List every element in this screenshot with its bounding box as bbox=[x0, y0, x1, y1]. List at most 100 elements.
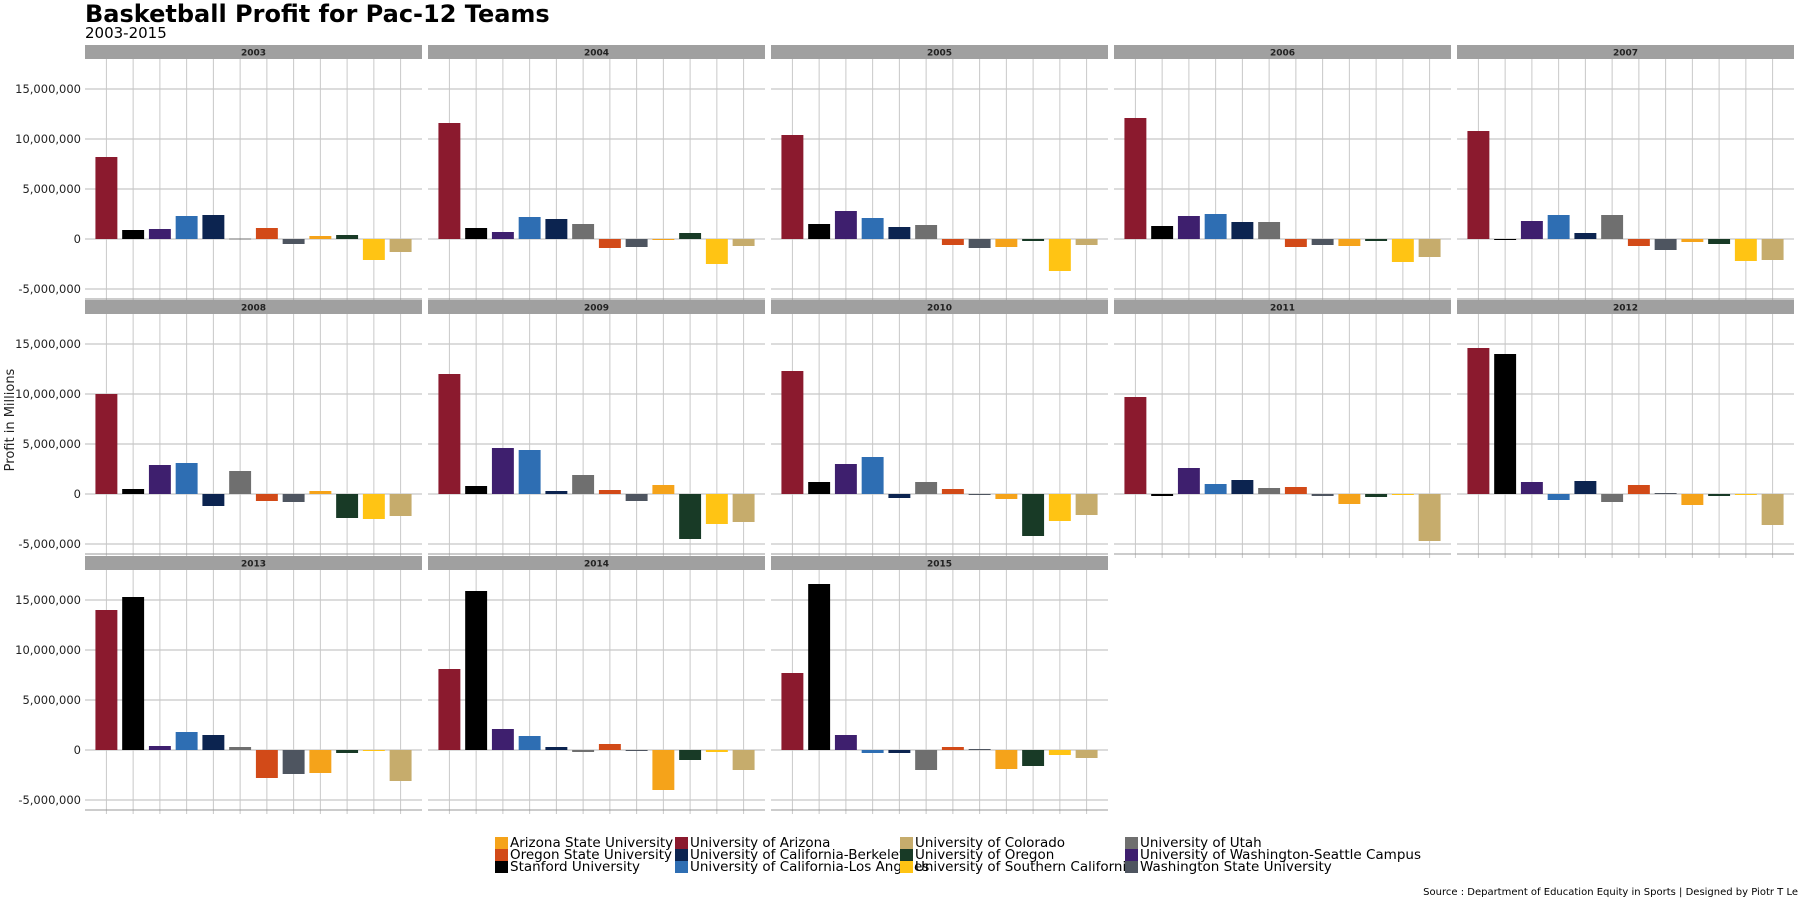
bar bbox=[705, 239, 728, 264]
bar bbox=[652, 485, 675, 494]
facet-strip bbox=[428, 45, 765, 59]
bar bbox=[1258, 222, 1281, 239]
bar bbox=[1734, 239, 1757, 261]
facet-label: 2014 bbox=[584, 560, 609, 570]
bar bbox=[336, 750, 359, 753]
bar bbox=[1574, 481, 1597, 494]
bar bbox=[598, 744, 621, 750]
facet-strip bbox=[85, 300, 422, 314]
bar bbox=[808, 224, 831, 239]
bar bbox=[861, 457, 884, 494]
bar bbox=[1124, 118, 1147, 239]
legend-item: Stanford University bbox=[495, 860, 675, 874]
bar bbox=[732, 750, 755, 770]
bar bbox=[834, 211, 857, 239]
facet-label: 2013 bbox=[241, 560, 266, 570]
facet-panel-2005: 2005 bbox=[771, 45, 1108, 303]
bar bbox=[808, 584, 831, 750]
y-tick-label: 0 bbox=[74, 487, 81, 501]
bar bbox=[309, 236, 332, 239]
bar bbox=[1365, 239, 1388, 241]
bar bbox=[175, 216, 198, 239]
bar bbox=[888, 494, 911, 498]
legend-item: Oregon State University bbox=[495, 848, 675, 862]
facet-strip bbox=[1457, 300, 1794, 314]
y-tick-label: 5,000,000 bbox=[22, 693, 81, 707]
bar bbox=[941, 489, 964, 494]
bar bbox=[1311, 494, 1334, 496]
bar bbox=[1627, 485, 1650, 494]
bar bbox=[282, 239, 305, 244]
legend-label: University of Utah bbox=[1140, 835, 1262, 851]
bar bbox=[968, 749, 991, 750]
legend-item: University of California-Berkeley bbox=[675, 848, 907, 862]
chart-title: Basketball Profit for Pac-12 Teams bbox=[85, 0, 550, 28]
legend-label: Arizona State University bbox=[510, 835, 674, 851]
facet-strip bbox=[85, 45, 422, 59]
bar bbox=[362, 494, 385, 519]
y-tick-label: 5,000,000 bbox=[22, 182, 81, 196]
faceted-bar-chart: 2003 -5,000,000 0 5,000,000 10,000,000 15,000… bbox=[3, 45, 1794, 814]
legend-swatch bbox=[675, 849, 688, 861]
facet-panel-2012: 2012 bbox=[1457, 300, 1794, 558]
bar bbox=[1284, 487, 1307, 494]
bar bbox=[389, 494, 412, 516]
y-tick-label: 15,000,000 bbox=[15, 82, 81, 96]
bar bbox=[95, 394, 118, 494]
bar bbox=[941, 747, 964, 750]
bar bbox=[229, 238, 252, 240]
bar bbox=[1151, 226, 1174, 239]
bar bbox=[598, 239, 621, 248]
y-tick-label: 0 bbox=[74, 232, 81, 246]
bar bbox=[309, 491, 332, 494]
legend-item: University of Arizona bbox=[675, 836, 900, 850]
bar bbox=[1284, 239, 1307, 247]
bar bbox=[545, 747, 568, 750]
bar bbox=[625, 750, 648, 751]
y-tick-label: 0 bbox=[74, 743, 81, 757]
bar bbox=[1231, 222, 1254, 239]
facet-strip bbox=[428, 556, 765, 570]
bar bbox=[1022, 750, 1045, 766]
bar bbox=[572, 224, 595, 239]
bar bbox=[572, 750, 595, 752]
source-caption: Source : Department of Education Equity … bbox=[1423, 887, 1798, 898]
facet-label: 2010 bbox=[927, 304, 952, 314]
y-axis-title: Profit in Millions bbox=[3, 368, 18, 471]
bar bbox=[1708, 239, 1731, 244]
bar bbox=[122, 597, 145, 750]
bar bbox=[491, 729, 514, 750]
bar bbox=[1547, 215, 1570, 239]
bar bbox=[465, 486, 488, 494]
bar bbox=[1391, 239, 1414, 262]
bar bbox=[1177, 468, 1200, 494]
bar bbox=[679, 750, 702, 760]
bar bbox=[148, 229, 171, 239]
chart-subtitle: 2003-2015 bbox=[85, 24, 167, 42]
legend-item: University of Colorado bbox=[900, 836, 1125, 850]
facet-strip bbox=[771, 556, 1108, 570]
y-tick-label: -5,000,000 bbox=[18, 282, 81, 296]
bar bbox=[732, 239, 755, 246]
facet-panel-2007: 2007 bbox=[1457, 45, 1794, 303]
bar bbox=[1022, 239, 1045, 241]
bar bbox=[1734, 494, 1757, 495]
bar bbox=[781, 371, 804, 494]
bar bbox=[1075, 750, 1098, 758]
legend-label: University of Oregon bbox=[915, 847, 1055, 863]
bar bbox=[1627, 239, 1650, 246]
bar bbox=[95, 157, 118, 239]
facet-panel-2010: 2010 bbox=[771, 300, 1108, 558]
bar bbox=[652, 750, 675, 790]
bar bbox=[229, 747, 252, 750]
y-tick-label: 5,000,000 bbox=[22, 437, 81, 451]
y-tick-label: 10,000,000 bbox=[15, 387, 81, 401]
bar bbox=[1654, 239, 1677, 250]
legend-swatch bbox=[495, 849, 508, 861]
bar bbox=[255, 228, 278, 239]
bar bbox=[362, 239, 385, 260]
facet-label: 2012 bbox=[1613, 304, 1638, 314]
bar bbox=[861, 218, 884, 239]
bar bbox=[1338, 239, 1361, 246]
bar bbox=[915, 225, 938, 239]
